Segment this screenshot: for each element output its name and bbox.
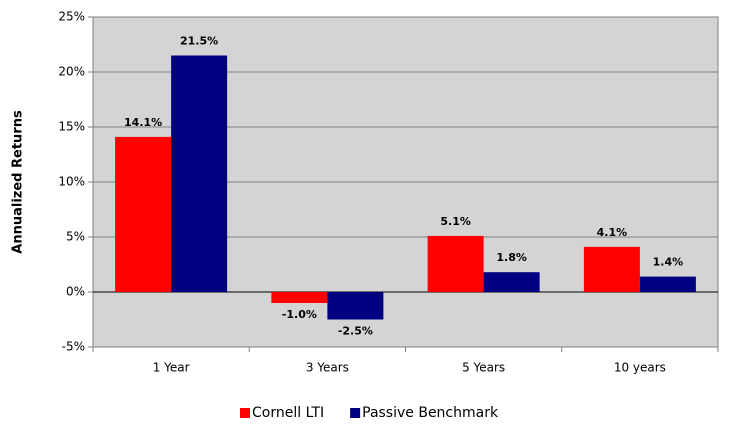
legend-swatch xyxy=(350,408,361,418)
bar xyxy=(271,292,328,303)
bar xyxy=(583,246,640,292)
y-tick-label: 25% xyxy=(58,10,85,24)
y-tick-label: 20% xyxy=(58,65,85,79)
legend-label: Passive Benchmark xyxy=(362,405,499,421)
data-label: 5.1% xyxy=(440,215,471,228)
data-label: -2.5% xyxy=(338,325,373,338)
data-label: -1.0% xyxy=(282,308,317,321)
y-axis-label: Annualized Returns xyxy=(11,110,26,254)
x-tick-label: 10 years xyxy=(614,361,666,375)
bar xyxy=(639,276,696,292)
legend-swatch xyxy=(240,408,250,418)
bar xyxy=(327,292,384,320)
y-tick-label: 0% xyxy=(66,285,85,299)
bar xyxy=(171,55,228,292)
data-label: 14.1% xyxy=(124,116,162,129)
y-tick-label: -5% xyxy=(62,340,85,354)
data-label: 21.5% xyxy=(180,35,218,48)
y-tick-label: 15% xyxy=(58,120,85,134)
data-label: 4.1% xyxy=(597,226,628,239)
data-label: 1.8% xyxy=(496,251,527,264)
bar xyxy=(427,235,484,292)
x-tick-label: 3 Years xyxy=(306,361,349,375)
bar xyxy=(483,272,540,292)
x-tick-label: 1 Year xyxy=(153,361,190,375)
x-tick-label: 5 Years xyxy=(462,361,505,375)
data-label: 1.4% xyxy=(653,256,684,269)
bar xyxy=(115,136,172,292)
y-tick-label: 10% xyxy=(58,175,85,189)
legend-label: Cornell LTI xyxy=(252,405,324,421)
y-tick-label: 5% xyxy=(66,230,85,244)
